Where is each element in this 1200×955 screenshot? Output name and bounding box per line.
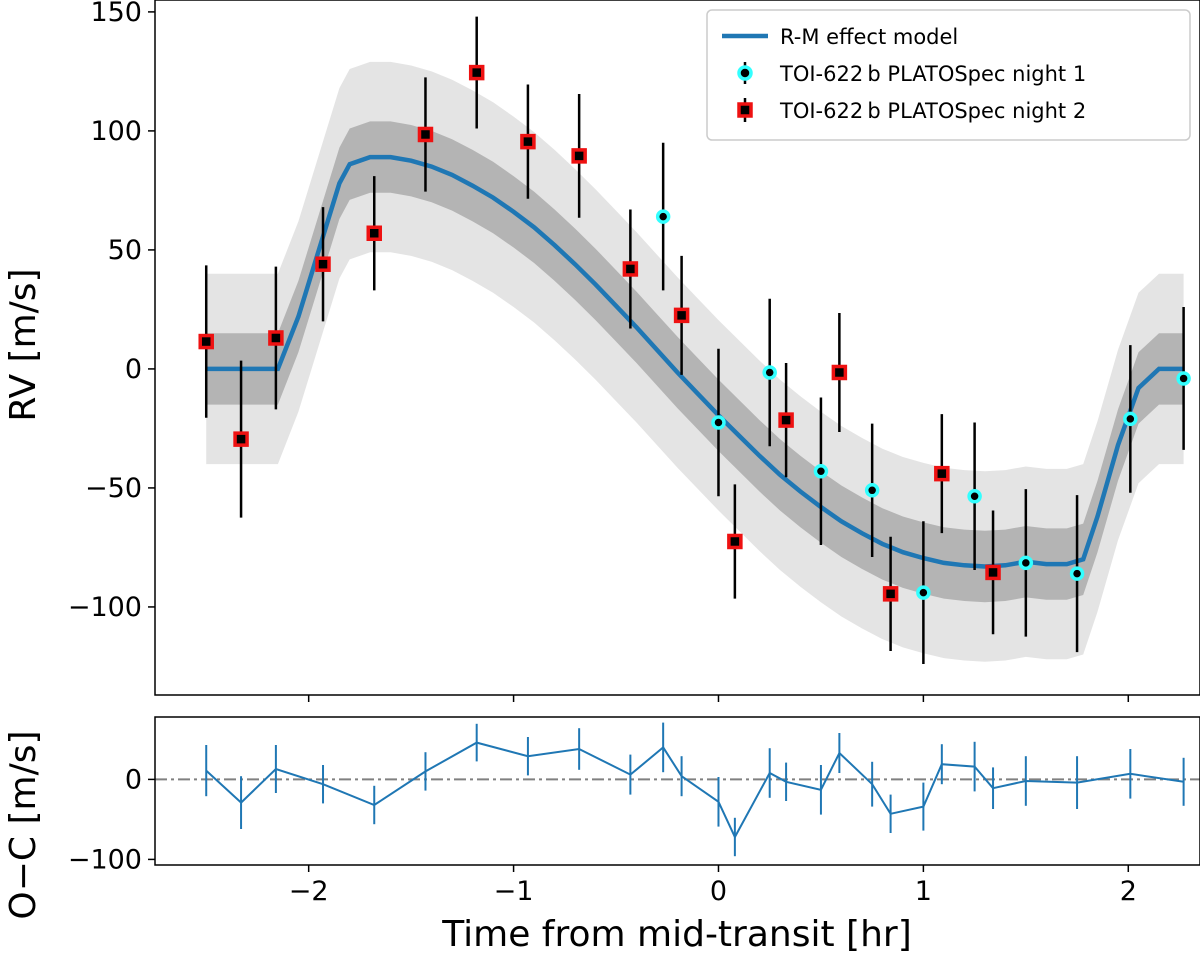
residual-y-tick-label: −100 [68, 844, 142, 875]
data-marker [967, 489, 982, 504]
rv-point-night2-6 [468, 16, 485, 129]
residual-axes-frame [154, 716, 1200, 866]
rv-point-night2-2 [268, 266, 284, 410]
rv-point-night2-10 [673, 255, 690, 375]
residual-y-tick-label: 0 [125, 764, 142, 795]
data-marker [366, 225, 382, 242]
data-marker [1123, 411, 1138, 427]
data-marker [571, 148, 587, 164]
rv-point-night2-14 [882, 536, 899, 651]
x-tick-label: −2 [289, 876, 329, 907]
data-marker [622, 261, 639, 277]
rv-point-night1-5 [916, 521, 931, 665]
rv-point-night1-10 [1176, 307, 1191, 450]
legend-night2-label: TOI-622 b PLATOSpec night 2 [779, 99, 1086, 123]
residual-error-bars [205, 722, 1185, 857]
rv-point-night2-9 [622, 209, 639, 329]
rv-point-night1-8 [1069, 495, 1085, 653]
residual-y-axis-label: O−C [m/s] [3, 730, 44, 919]
data-marker [711, 415, 726, 430]
main-y-tick-label: 150 [90, 0, 142, 28]
main-y-tick-label: 50 [108, 235, 142, 266]
main-y-tick-label: −50 [85, 473, 142, 504]
rv-point-night1-6 [967, 422, 982, 571]
rv-point-night2-11 [727, 484, 743, 599]
data-marker [1176, 371, 1191, 386]
data-marker [1069, 566, 1085, 581]
rv-point-night2-16 [985, 510, 1001, 635]
data-marker [831, 364, 848, 381]
rv-point-night1-4 [864, 423, 880, 557]
main-x-ticks [307, 695, 1130, 702]
rv-point-night2-5 [417, 77, 434, 192]
rv-point-night1-1 [711, 348, 726, 497]
legend-box [706, 9, 1191, 141]
residual-y-ticks: −100 0 [68, 764, 155, 875]
main-y-tick-label: −100 [68, 592, 142, 623]
data-marker [778, 412, 794, 428]
rv-point-night2-1 [233, 360, 249, 518]
data-marker [417, 126, 434, 143]
x-tick-label: −1 [494, 876, 534, 907]
data-marker [268, 330, 284, 346]
data-marker [934, 465, 950, 482]
data-marker [813, 464, 829, 479]
rv-point-night1-9 [1123, 345, 1138, 493]
main-y-tick-label: 100 [90, 116, 142, 147]
data-marker [727, 533, 743, 550]
rv-point-night1-0 [655, 142, 671, 291]
rv-point-night2-8 [571, 94, 587, 218]
residual-x-ticks: −2 −1 0 1 2 [289, 865, 1137, 907]
legend-night2-marker [737, 102, 753, 118]
x-tick-label: 2 [1120, 876, 1137, 907]
data-marker [882, 586, 899, 602]
residual-panel: −2 −1 0 1 2 −100 0 O−C [m/s] Time from mid-tr… [3, 716, 1200, 955]
data-marker [315, 256, 331, 272]
x-tick-label: 0 [710, 876, 727, 907]
data-marker [673, 307, 690, 324]
rv-point-night2-13 [831, 312, 848, 432]
data-marker [233, 431, 249, 447]
legend: R-M effect model TOI-622 b PLATOSpec nig… [706, 9, 1191, 141]
data-marker [864, 483, 880, 498]
main-y-axis-label: RV [m/s] [3, 268, 44, 421]
rv-data-points [198, 16, 1191, 665]
rv-point-night1-3 [813, 397, 829, 546]
main-y-tick-label: 0 [125, 354, 142, 385]
rv-point-night2-0 [198, 265, 214, 418]
data-marker [916, 585, 931, 600]
data-marker [468, 64, 485, 81]
model-1sigma-band [206, 121, 1184, 603]
data-marker [985, 564, 1001, 581]
data-marker [1018, 555, 1034, 571]
rv-point-night1-2 [762, 298, 777, 447]
data-marker [520, 133, 536, 150]
main-panel: −100 −50 0 50 100 150 RV [m/s] R-M effect mod… [3, 0, 1200, 702]
data-marker [762, 365, 777, 380]
data-marker [655, 209, 671, 224]
main-y-ticks: −100 −50 0 50 100 150 [68, 0, 155, 623]
rv-point-night2-3 [315, 207, 331, 322]
legend-night1-marker [737, 65, 753, 81]
rv-point-night1-7 [1018, 489, 1034, 637]
rv-point-night2-7 [520, 84, 536, 199]
rv-point-night2-12 [778, 362, 794, 478]
residual-line [205, 741, 1184, 840]
rv-point-night2-4 [366, 176, 382, 291]
x-axis-label: Time from mid-transit [hr] [441, 914, 912, 955]
model-confidence-bands [206, 61, 1184, 662]
x-tick-label: 1 [915, 876, 932, 907]
legend-model-label: R-M effect model [780, 25, 958, 49]
legend-night1-label: TOI-622 b PLATOSpec night 1 [779, 62, 1086, 86]
main-axes-frame [154, 0, 1200, 696]
rv-point-night2-15 [934, 414, 950, 534]
data-marker [198, 333, 214, 350]
